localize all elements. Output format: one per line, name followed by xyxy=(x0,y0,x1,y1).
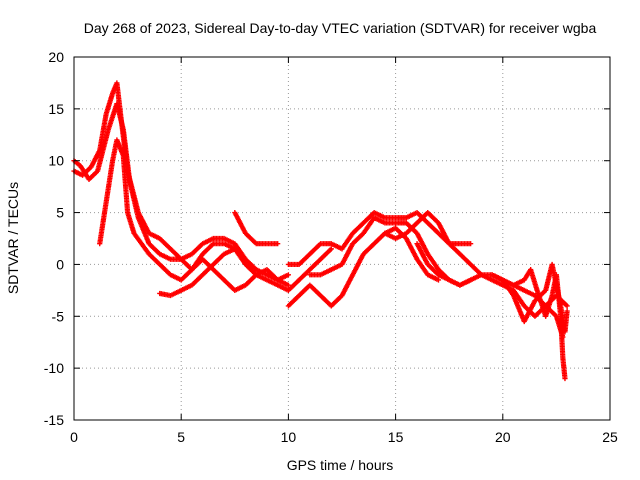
y-tick-label: 10 xyxy=(48,153,64,169)
data-point-marker xyxy=(468,241,474,247)
data-series-track-2 xyxy=(71,101,291,283)
data-point-marker xyxy=(564,308,570,314)
y-tick-label: 20 xyxy=(48,49,64,65)
data-point-marker xyxy=(328,246,334,252)
data-point-marker xyxy=(562,375,568,382)
data-series-track-6 xyxy=(285,225,442,309)
y-tick-label: 0 xyxy=(56,256,64,272)
chart-title: Day 268 of 2023, Sidereal Day-to-day VTE… xyxy=(84,20,597,36)
series-layer xyxy=(71,80,570,382)
y-tick-label: 5 xyxy=(56,205,64,221)
data-series-track-9 xyxy=(382,209,566,340)
plot-frame xyxy=(73,56,611,421)
axes-layer xyxy=(73,56,611,421)
x-axis-label: GPS time / hours xyxy=(287,457,394,473)
data-series-track-12 xyxy=(500,261,570,335)
data-point-marker xyxy=(435,277,442,283)
y-tick-label: -10 xyxy=(44,360,64,376)
data-series-track-5 xyxy=(232,209,281,247)
data-series-track-10 xyxy=(414,241,570,319)
y-tick-label: 15 xyxy=(48,101,64,117)
y-tick-label: -15 xyxy=(44,412,64,428)
data-series-track-7 xyxy=(307,215,474,288)
x-tick-label: 10 xyxy=(281,429,297,445)
data-point-marker xyxy=(285,272,291,278)
data-point-marker xyxy=(564,303,570,309)
x-tick-label: 5 xyxy=(177,429,185,445)
data-point-marker xyxy=(275,241,281,247)
x-tick-label: 0 xyxy=(70,429,78,445)
x-tick-label: 15 xyxy=(388,429,404,445)
data-series-track-4 xyxy=(157,246,334,299)
x-tick-label: 25 xyxy=(602,429,618,445)
labels-layer: Day 268 of 2023, Sidereal Day-to-day VTE… xyxy=(5,20,618,473)
y-axis-label: SDTVAR / TECUs xyxy=(5,182,21,294)
x-tick-label: 20 xyxy=(495,429,511,445)
grid-layer xyxy=(74,57,610,420)
y-tick-label: -5 xyxy=(52,308,65,324)
data-point-marker xyxy=(285,282,291,288)
data-series-track-3 xyxy=(97,137,291,293)
